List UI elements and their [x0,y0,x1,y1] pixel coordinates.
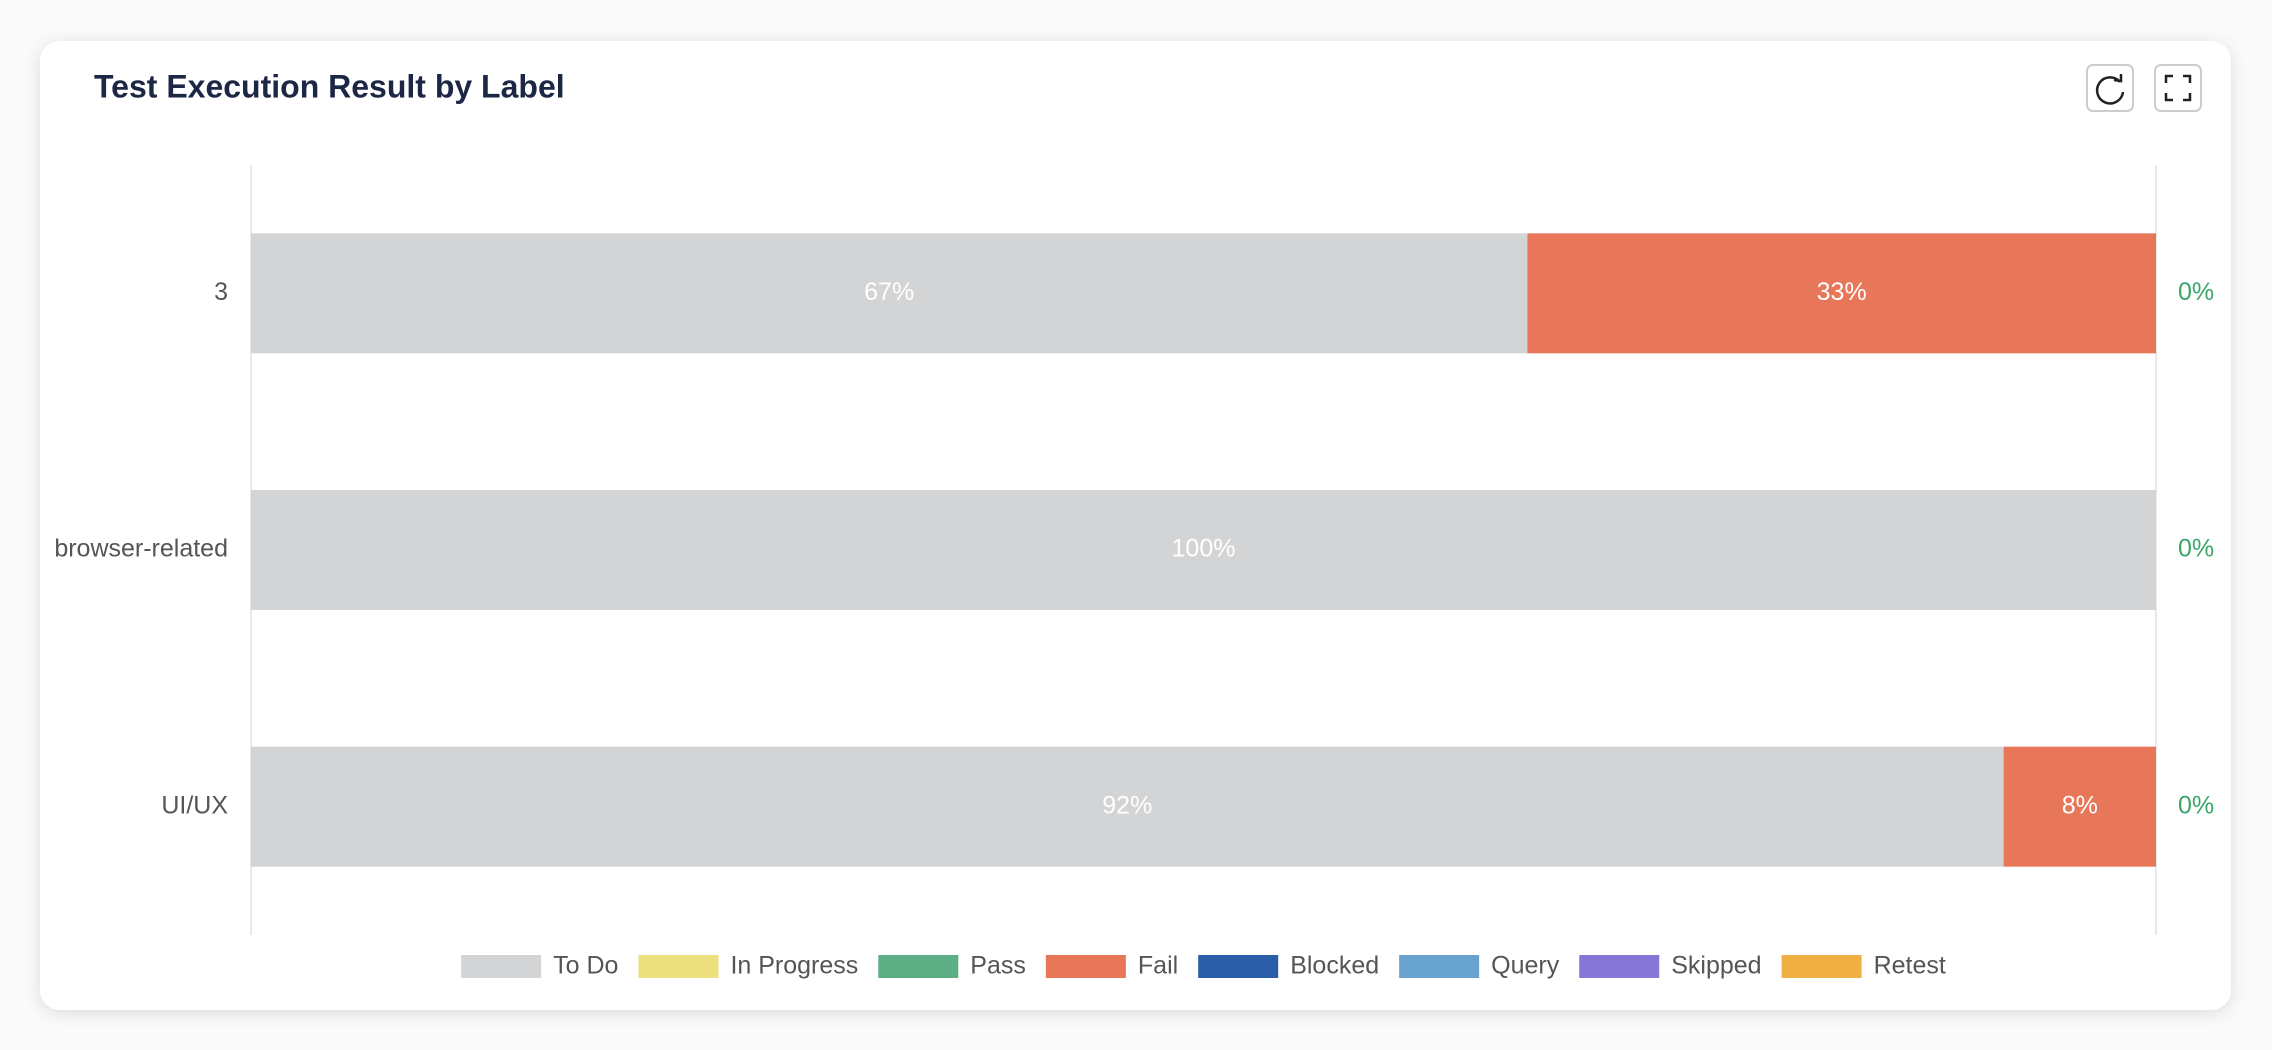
pass-rate-label: 0% [2178,535,2214,563]
pass-rate-label: 0% [2178,278,2214,306]
bar-segment [251,490,2156,610]
value-label: 100% [1172,535,1236,563]
y-tick-label: browser-related [54,535,228,563]
legend-label: Skipped [1671,952,1761,980]
legend-swatch [1579,955,1660,978]
pass-rate-label: 0% [2178,791,2214,819]
refresh-button[interactable] [2086,64,2134,112]
legend-label: Fail [1138,952,1178,980]
legend-label: Query [1491,952,1560,980]
legend-label: Pass [970,952,1026,980]
legend: To Do In Progress Pass Fail Blocked Query Skip… [461,952,1946,980]
legend-swatch [1198,955,1279,978]
y-tick-label: UI/UX [161,791,228,819]
bar-segment [251,233,1528,354]
value-label: 8% [2062,791,2098,819]
legend-swatch [1781,955,1862,978]
bar-segment [251,746,2004,867]
legend-label: To Do [553,952,618,980]
value-label: 67% [864,278,914,306]
legend-swatch [1399,955,1480,978]
chart-title: Test Execution Result by Label [94,68,565,104]
fullscreen-button[interactable] [2154,64,2202,112]
bar-segment [2003,746,2156,867]
y-tick-label: 3 [214,278,228,306]
legend-swatch [461,955,542,978]
legend-label: Retest [1874,952,1946,980]
value-label: 92% [1102,791,1152,819]
legend-label: Blocked [1290,952,1379,980]
legend-swatch [878,955,959,978]
legend-label: In Progress [730,952,858,980]
legend-swatch [638,955,719,978]
bar-segment [1527,233,2156,354]
value-label: 33% [1817,278,1867,306]
legend-swatch [1045,955,1126,978]
